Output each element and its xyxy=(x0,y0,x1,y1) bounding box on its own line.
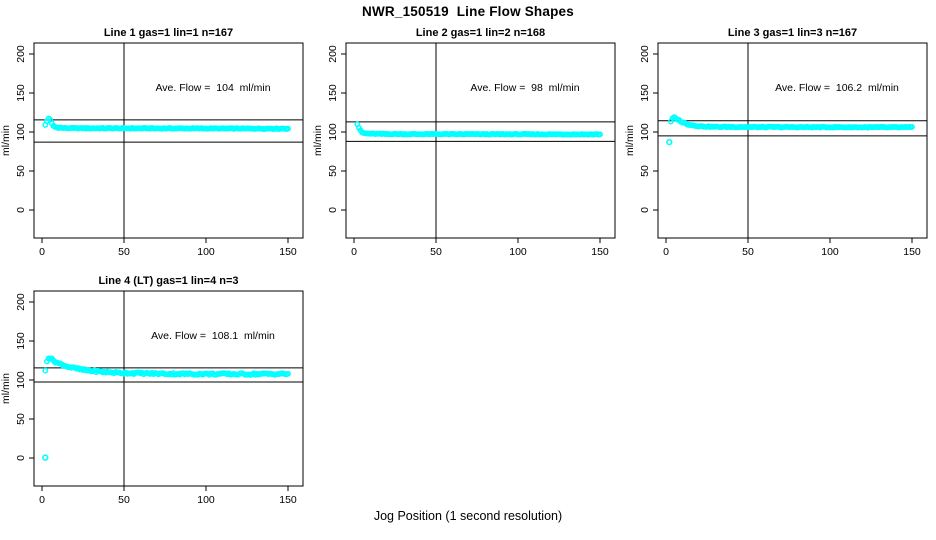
panel-plot: 0 50 100 150 0 50 100 150 200 ml/min xyxy=(624,42,928,258)
x-tick-label: 0 xyxy=(351,246,357,258)
data-points xyxy=(42,115,291,132)
y-axis-ticks: 0 50 100 150 200 xyxy=(15,45,34,213)
y-tick-label: 200 xyxy=(639,45,651,63)
data-point xyxy=(909,123,915,130)
y-tick-label: 100 xyxy=(639,123,651,141)
reference-lines xyxy=(658,120,927,137)
ave-flow-annotation: Ave. Flow = 104 ml/min xyxy=(155,82,271,94)
outlier-point xyxy=(42,454,49,461)
y-tick-label: 100 xyxy=(327,123,339,141)
x-tick-label: 100 xyxy=(197,246,215,258)
ave-flow-annotation: Ave. Flow = 106.2 ml/min xyxy=(775,82,899,94)
x-tick-label: 0 xyxy=(39,246,45,258)
x-tick-label: 100 xyxy=(509,246,527,258)
panel-plot: 0 50 100 150 0 50 100 150 200 ml/min xyxy=(312,42,616,258)
y-axis-label: ml/min xyxy=(312,125,324,156)
y-tick-label: 150 xyxy=(15,332,27,350)
data-point xyxy=(285,125,291,132)
plot-box xyxy=(33,290,304,487)
panel-3: Line 3 gas=1 lin=3 n=167 Ave. Flow = 106.… xyxy=(624,26,936,274)
panel-2: Line 2 gas=1 lin=2 n=168 Ave. Flow = 98 m… xyxy=(312,26,624,274)
y-axis-label: ml/min xyxy=(624,125,636,156)
x-tick-label: 50 xyxy=(118,246,130,258)
y-tick-label: 50 xyxy=(15,165,27,177)
x-tick-label: 150 xyxy=(279,246,297,258)
ave-flow-annotation: Ave. Flow = 98 ml/min xyxy=(470,82,580,94)
x-axis-ticks: 0 50 100 150 xyxy=(39,486,297,506)
y-tick-label: 0 xyxy=(15,207,27,213)
x-tick-label: 0 xyxy=(39,494,45,506)
y-tick-label: 0 xyxy=(639,207,651,213)
y-tick-label: 150 xyxy=(15,84,27,102)
plot-box xyxy=(657,42,928,239)
y-axis-ticks: 0 50 100 150 200 xyxy=(639,45,658,213)
plot-box xyxy=(33,42,304,239)
figure-title: NWR_150519 Line Flow Shapes xyxy=(362,4,574,19)
plot-box xyxy=(345,42,616,239)
panel-plot: 0 50 100 150 0 50 100 150 200 ml/min xyxy=(0,42,304,258)
panel-title: Line 4 (LT) gas=1 lin=4 n=3 xyxy=(98,275,239,287)
data-point xyxy=(597,131,603,138)
y-axis-label: ml/min xyxy=(0,373,12,404)
y-axis-label: ml/min xyxy=(0,125,12,156)
outlier-point xyxy=(666,138,673,146)
y-tick-label: 100 xyxy=(15,123,27,141)
data-point xyxy=(42,367,49,374)
x-tick-label: 150 xyxy=(591,246,609,258)
y-tick-label: 0 xyxy=(15,455,27,461)
y-tick-label: 0 xyxy=(327,207,339,213)
panel-plot: 0 50 100 150 0 50 100 150 200 ml/min xyxy=(0,290,304,506)
reference-lines xyxy=(34,119,303,143)
panel-4: Line 4 (LT) gas=1 lin=4 n=3 Ave. Flow = 1… xyxy=(0,274,312,522)
data-points xyxy=(42,355,291,461)
y-tick-label: 50 xyxy=(327,165,339,177)
y-tick-label: 200 xyxy=(15,45,27,63)
y-tick-label: 150 xyxy=(327,84,339,102)
panel-title: Line 1 gas=1 lin=1 n=167 xyxy=(103,27,234,39)
reference-lines xyxy=(346,121,615,142)
y-tick-label: 200 xyxy=(327,45,339,63)
x-tick-label: 100 xyxy=(821,246,839,258)
x-axis-ticks: 0 50 100 150 xyxy=(663,238,921,258)
y-tick-label: 100 xyxy=(15,371,27,389)
x-axis-ticks: 0 50 100 150 xyxy=(39,238,297,258)
data-points xyxy=(666,114,915,146)
y-tick-label: 50 xyxy=(15,413,27,425)
panel-title: Line 2 gas=1 lin=2 n=168 xyxy=(415,27,546,39)
x-tick-label: 50 xyxy=(118,494,130,506)
x-axis-title: Jog Position (1 second resolution) xyxy=(373,509,563,523)
panel-1: Line 1 gas=1 lin=1 n=167 Ave. Flow = 104 … xyxy=(0,26,312,274)
x-tick-label: 150 xyxy=(903,246,921,258)
x-axis-ticks: 0 50 100 150 xyxy=(351,238,609,258)
x-tick-label: 50 xyxy=(430,246,442,258)
panel-title: Line 3 gas=1 lin=3 n=167 xyxy=(727,27,858,39)
ave-flow-annotation: Ave. Flow = 108.1 ml/min xyxy=(151,330,275,342)
data-points xyxy=(354,121,603,138)
x-tick-label: 0 xyxy=(663,246,669,258)
y-tick-label: 150 xyxy=(639,84,651,102)
data-point xyxy=(285,370,291,377)
y-tick-label: 200 xyxy=(15,293,27,311)
x-tick-label: 50 xyxy=(742,246,754,258)
y-tick-label: 50 xyxy=(639,165,651,177)
y-axis-ticks: 0 50 100 150 200 xyxy=(327,45,346,213)
x-tick-label: 150 xyxy=(279,494,297,506)
y-axis-ticks: 0 50 100 150 200 xyxy=(15,293,34,461)
x-tick-label: 100 xyxy=(197,494,215,506)
